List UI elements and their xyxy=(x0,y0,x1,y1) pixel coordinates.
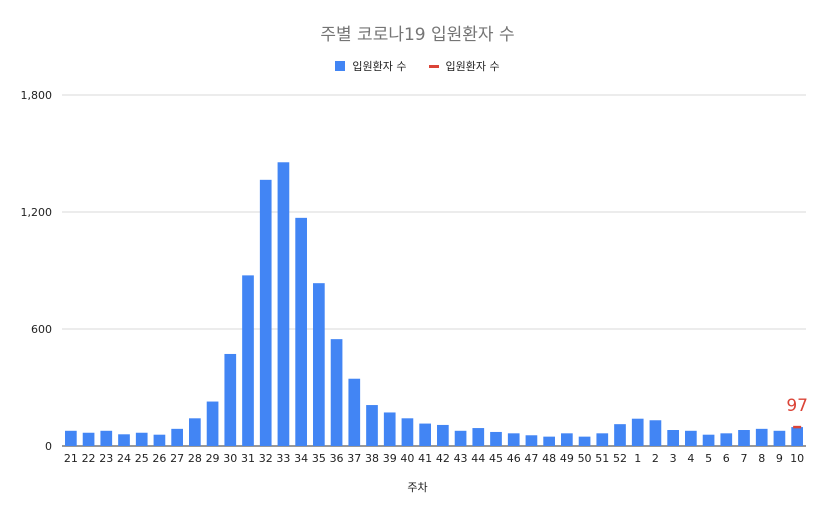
x-tick-label: 38 xyxy=(365,452,379,465)
bar xyxy=(472,428,485,446)
legend-swatch-line xyxy=(428,64,439,68)
x-tick-label: 37 xyxy=(347,452,361,465)
bar xyxy=(65,430,77,446)
x-tick-label: 32 xyxy=(259,452,273,465)
y-tick-label: 1,200 xyxy=(21,206,53,219)
x-tick-label: 2 xyxy=(652,452,659,465)
x-tick-label: 21 xyxy=(64,452,78,465)
bar xyxy=(685,430,697,446)
x-tick-label: 27 xyxy=(170,452,184,465)
bar xyxy=(525,435,538,446)
x-tick-label: 29 xyxy=(206,452,220,465)
bar xyxy=(578,436,591,446)
x-tick-label: 5 xyxy=(705,452,712,465)
x-tick-label: 43 xyxy=(454,452,468,465)
x-tick-label: 31 xyxy=(241,452,255,465)
x-tick-label: 40 xyxy=(400,452,414,465)
bar xyxy=(454,430,467,446)
x-tick-label: 8 xyxy=(758,452,765,465)
bar xyxy=(702,434,715,446)
chart-title: 주별 코로나19 입원환자 수 xyxy=(320,25,515,45)
data-label: 97 xyxy=(786,396,808,416)
bar xyxy=(313,283,325,446)
bar xyxy=(773,430,786,446)
x-tick-label: 4 xyxy=(687,452,694,465)
legend: 입원환자 수 입원환자 수 xyxy=(0,58,835,74)
bar xyxy=(153,434,166,446)
bar xyxy=(171,428,183,446)
bar xyxy=(100,430,113,446)
bar xyxy=(401,418,414,446)
bar xyxy=(490,431,502,446)
x-tick-label: 51 xyxy=(595,452,609,465)
x-tick-label: 47 xyxy=(524,452,538,465)
bar xyxy=(82,432,95,446)
bar xyxy=(135,432,148,446)
x-tick-label: 26 xyxy=(152,452,166,465)
x-tick-label: 22 xyxy=(82,452,96,465)
x-tick-label: 39 xyxy=(383,452,397,465)
x-tick-label: 9 xyxy=(776,452,783,465)
bar xyxy=(720,433,733,446)
x-tick-label: 50 xyxy=(578,452,592,465)
bar xyxy=(561,433,573,446)
x-tick-label: 45 xyxy=(489,452,503,465)
bar xyxy=(791,427,803,446)
bar xyxy=(738,430,750,446)
y-tick-label: 600 xyxy=(31,323,52,336)
x-tick-label: 44 xyxy=(471,452,485,465)
x-tick-label: 23 xyxy=(99,452,113,465)
x-tick-label: 25 xyxy=(135,452,149,465)
x-tick-label: 28 xyxy=(188,452,202,465)
x-tick-label: 49 xyxy=(560,452,574,465)
legend-item-line: 입원환자 수 xyxy=(428,58,500,74)
x-tick-label: 3 xyxy=(670,452,677,465)
y-tick-label: 0 xyxy=(45,440,52,453)
bar xyxy=(295,217,307,446)
bar xyxy=(383,412,396,446)
x-tick-label: 35 xyxy=(312,452,326,465)
x-tick-label: 41 xyxy=(418,452,432,465)
bar xyxy=(118,434,130,446)
x-tick-label: 6 xyxy=(723,452,730,465)
bar xyxy=(755,428,768,446)
x-tick-label: 33 xyxy=(276,452,290,465)
bar xyxy=(206,401,219,446)
bar xyxy=(437,424,449,446)
x-tick-label: 1 xyxy=(634,452,641,465)
bar xyxy=(242,275,254,446)
bar xyxy=(543,436,555,446)
bar xyxy=(224,353,237,446)
bar xyxy=(277,162,290,446)
x-tick-label: 10 xyxy=(790,452,804,465)
bar xyxy=(189,418,201,446)
x-tick-label: 24 xyxy=(117,452,131,465)
x-tick-label: 48 xyxy=(542,452,556,465)
bar xyxy=(366,405,378,446)
bar xyxy=(419,423,431,446)
x-tick-label: 34 xyxy=(294,452,308,465)
bar xyxy=(330,339,343,446)
x-tick-label: 52 xyxy=(613,452,627,465)
bar xyxy=(667,430,679,446)
legend-swatch-bar xyxy=(335,61,346,71)
x-tick-label: 46 xyxy=(507,452,521,465)
bar xyxy=(348,378,361,446)
x-tick-label: 30 xyxy=(223,452,237,465)
bar xyxy=(631,418,644,446)
bar xyxy=(259,179,272,446)
x-tick-label: 42 xyxy=(436,452,450,465)
legend-label-bar: 입원환자 수 xyxy=(352,60,407,73)
x-tick-label: 7 xyxy=(741,452,748,465)
legend-label-line: 입원환자 수 xyxy=(445,60,500,73)
x-tick-label: 36 xyxy=(330,452,344,465)
bar xyxy=(507,433,520,446)
x-axis-title: 주차 xyxy=(407,481,428,494)
bar xyxy=(596,433,609,446)
legend-item-bar: 입원환자 수 xyxy=(335,58,407,74)
bar xyxy=(649,420,662,446)
bar xyxy=(614,424,626,446)
y-tick-label: 1,800 xyxy=(21,89,53,102)
